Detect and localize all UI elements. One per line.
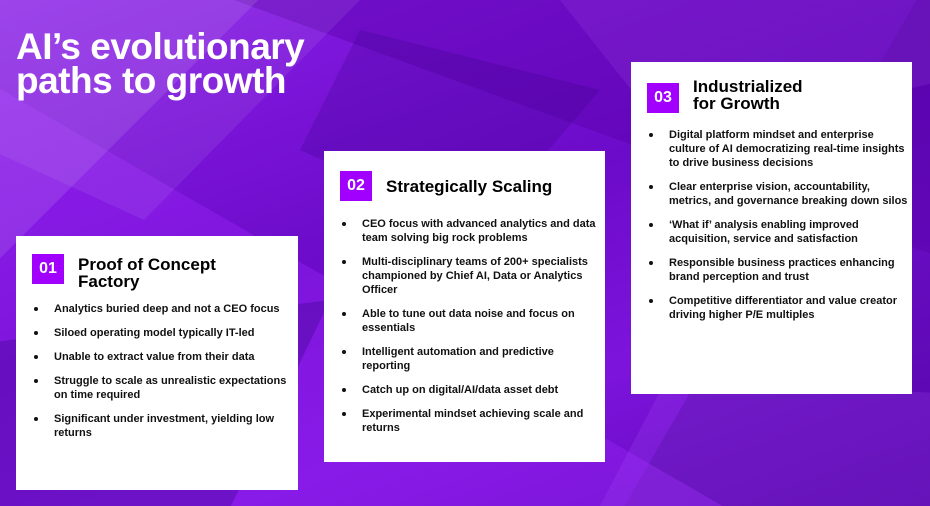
page-title-line2: paths to growth: [16, 60, 286, 101]
card-title: Proof of Concept Factory: [78, 256, 216, 290]
card-title-line1: Proof of Concept: [78, 255, 216, 274]
card-number-badge: 02: [340, 171, 372, 201]
card-number-badge: 03: [647, 83, 679, 113]
list-item: ‘What if’ analysis enabling improved acq…: [647, 218, 912, 246]
card-strategically-scaling: 02 Strategically Scaling CEO focus with …: [324, 151, 605, 462]
card-title-line2: for Growth: [693, 94, 780, 113]
card-industrialized: 03 Industrialized for Growth Digital pla…: [631, 62, 912, 394]
list-item: Multi-disciplinary teams of 200+ special…: [340, 255, 605, 297]
list-item: Experimental mindset achieving scale and…: [340, 407, 605, 435]
list-item: Responsible business practices enhancing…: [647, 256, 912, 284]
list-item: Catch up on digital/AI/data asset debt: [340, 383, 605, 397]
list-item: Unable to extract value from their data: [32, 350, 298, 364]
list-item: Able to tune out data noise and focus on…: [340, 307, 605, 335]
background-shard: [600, 380, 930, 506]
card-header: 01 Proof of Concept Factory: [32, 254, 298, 290]
card-header: 02 Strategically Scaling: [340, 171, 605, 201]
card-proof-of-concept: 01 Proof of Concept Factory Analytics bu…: [16, 236, 298, 490]
card-title: Strategically Scaling: [386, 178, 552, 195]
card-list: CEO focus with advanced analytics and da…: [340, 217, 605, 435]
card-list: Analytics buried deep and not a CEO focu…: [32, 302, 298, 440]
card-list: Digital platform mindset and enterprise …: [647, 128, 912, 322]
list-item: Competitive differentiator and value cre…: [647, 294, 912, 322]
page-title-line1: AI’s evolutionary: [16, 26, 305, 67]
list-item: Intelligent automation and predictive re…: [340, 345, 605, 373]
card-title: Industrialized for Growth: [693, 78, 803, 112]
list-item: Analytics buried deep and not a CEO focu…: [32, 302, 298, 316]
list-item: Struggle to scale as unrealistic expecta…: [32, 374, 298, 402]
card-number-badge: 01: [32, 254, 64, 284]
page-title: AI’s evolutionary paths to growth: [16, 26, 305, 101]
list-item: Significant under investment, yielding l…: [32, 412, 298, 440]
list-item: Clear enterprise vision, accountability,…: [647, 180, 912, 208]
card-title-line1: Strategically Scaling: [386, 176, 553, 196]
card-title-line1: Industrialized: [693, 77, 803, 96]
card-header: 03 Industrialized for Growth: [647, 78, 912, 113]
card-title-line2: Factory: [78, 272, 140, 291]
list-item: Digital platform mindset and enterprise …: [647, 128, 912, 170]
list-item: Siloed operating model typically IT-led: [32, 326, 298, 340]
list-item: CEO focus with advanced analytics and da…: [340, 217, 605, 245]
